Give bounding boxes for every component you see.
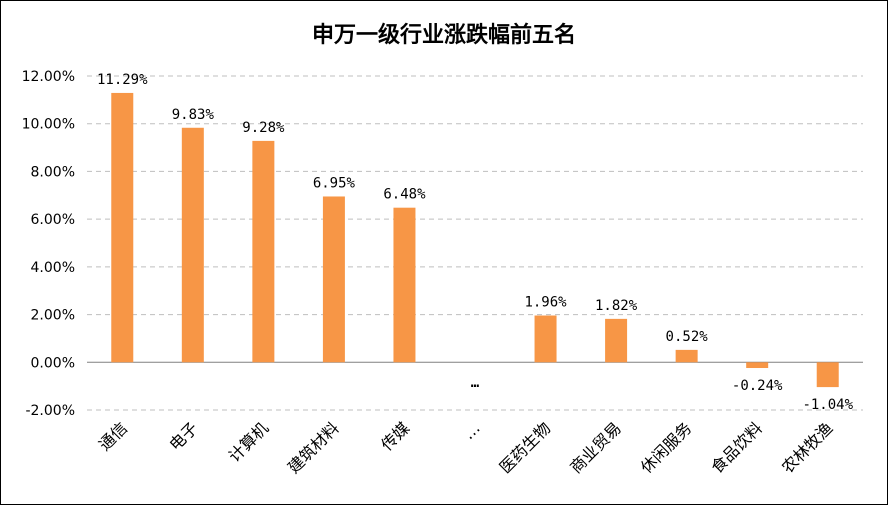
category-label: 医药生物 [496,418,555,477]
y-tick-label: 4.00% [31,260,75,276]
bar [675,349,698,363]
y-tick-label: 0.00% [31,355,75,371]
bar [534,315,557,363]
y-tick-label: 6.00% [31,212,75,228]
category-label: 电子 [166,418,202,454]
category-label: 农林牧渔 [778,418,837,477]
category-label: 传媒 [377,418,413,454]
data-label: 0.52% [666,329,709,345]
data-label: -1.04% [802,397,853,413]
bar [816,362,839,388]
data-label: 6.48% [383,187,426,203]
data-label: -0.24% [732,378,783,394]
y-tick-label: -2.00% [25,403,75,419]
category-label: 通信 [95,418,131,454]
y-tick-label: 12.00% [22,69,75,85]
category-label: 休闲服务 [637,418,696,477]
bar [111,92,134,363]
bar [322,196,345,363]
data-label: … [471,375,480,391]
data-label: 11.29% [97,72,148,88]
category-label: … [459,418,484,443]
bar [605,318,628,363]
data-label: 9.28% [242,120,285,136]
category-label: 食品饮料 [707,418,766,477]
category-label: 建筑材料 [284,418,343,477]
bar [252,140,275,363]
chart-title: 申万一级行业涨跌幅前五名 [311,23,576,48]
category-label: 商业贸易 [566,418,625,477]
data-label: 1.82% [595,298,638,314]
bar [181,127,204,363]
bar [393,207,416,363]
data-label: 6.95% [313,175,356,191]
y-tick-label: 10.00% [22,117,75,133]
y-tick-label: 2.00% [31,308,75,324]
data-label: 1.96% [524,295,567,311]
bar [746,362,769,369]
category-label: 计算机 [225,418,272,465]
y-tick-label: 8.00% [31,164,75,180]
data-label: 9.83% [172,107,215,123]
